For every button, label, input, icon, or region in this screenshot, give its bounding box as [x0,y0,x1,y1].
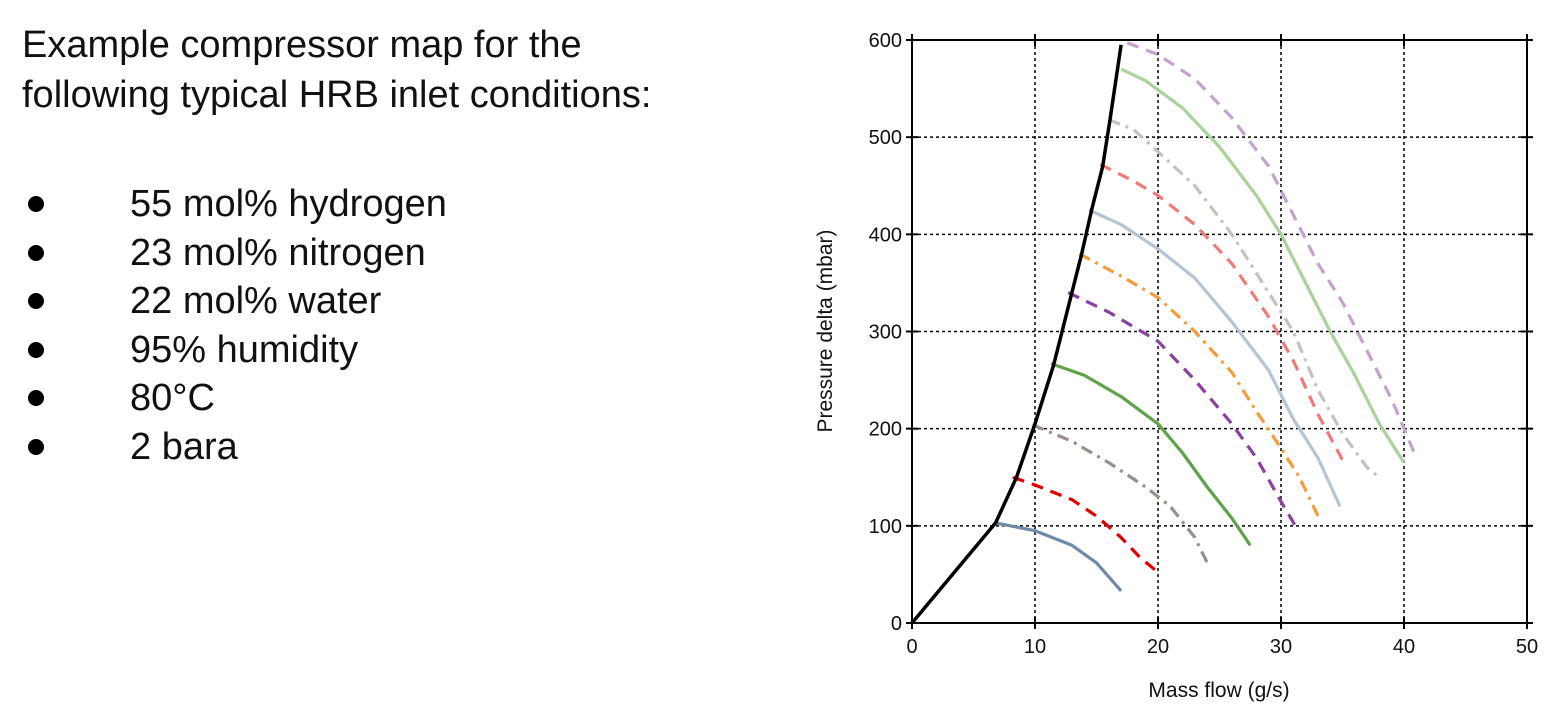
y-tick-label: 500 [869,127,902,149]
speed-line-2 [1012,475,1162,576]
title-line-1: Example compressor map for the [22,24,582,66]
speed-line-8 [1099,162,1347,466]
bullet-icon [28,196,44,212]
y-tick-label: 600 [869,30,902,52]
speed-line-1 [995,521,1123,592]
speed-line-11 [1126,41,1418,459]
x-axis-label: Mass flow (g/s) [1148,679,1289,702]
bullet-icon [28,438,44,455]
y-tick-label: 300 [869,322,902,344]
bullet-icon [28,390,44,406]
title-line-2: following typical HRB inlet conditions: [22,74,652,116]
speed-line-10 [1120,67,1406,464]
y-tick-label: 100 [869,516,902,538]
slide-title: Example compressor map for the following… [22,20,651,120]
x-tick-label: 50 [1516,636,1538,658]
speed-line-6 [1078,252,1322,522]
bullet-icon [28,341,44,358]
series-lines [910,41,1418,625]
bullet-text: 55 mol% hydrogen [130,183,447,225]
y-tick-label: 0 [891,613,902,635]
speed-line-3 [1031,423,1209,564]
grid [912,40,1527,623]
y-axis-label: Pressure delta (mbar) [814,229,837,432]
surge-line [910,44,1123,625]
speed-line-7 [1088,208,1342,508]
x-tick-label: 30 [1270,636,1292,658]
x-tick-label: 10 [1024,636,1046,658]
speed-line-5 [1067,291,1300,532]
bullet-text: 23 mol% nitrogen [130,231,426,274]
x-tick-label: 20 [1147,636,1169,658]
bullet-icon [28,244,44,261]
x-tick-label: 40 [1393,636,1415,658]
x-tick-label: 0 [906,636,917,658]
bullet-icon [28,293,44,309]
speed-line-4 [1050,362,1252,547]
bullet-text: 80°C [130,377,215,419]
y-tick-label: 400 [869,224,902,246]
bullet-text: 95% humidity [130,328,359,371]
y-tick-label: 200 [869,419,902,441]
bullet-text: 22 mol% water [130,280,382,322]
bullet-text: 2 bara [130,425,238,468]
speed-line-9 [1108,118,1378,477]
